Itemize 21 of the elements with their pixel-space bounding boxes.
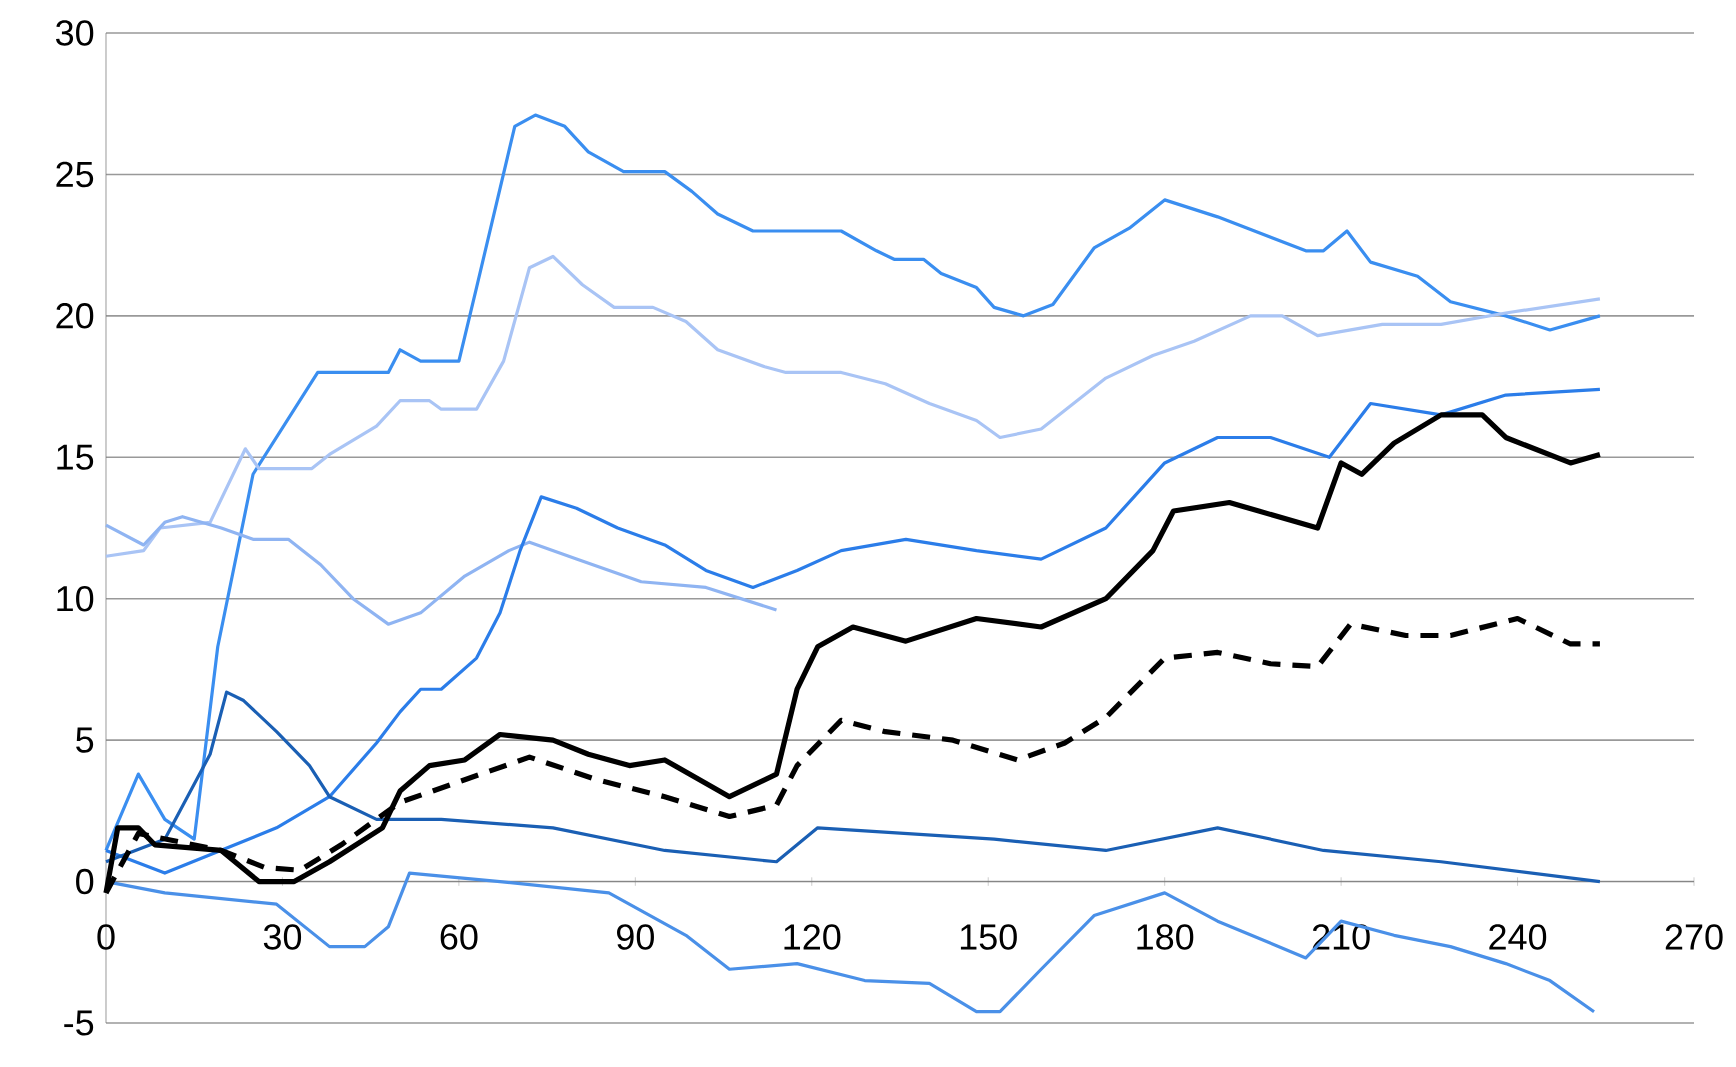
y-tick-label: 25 bbox=[56, 161, 94, 188]
line-series bbox=[104, 515, 779, 626]
x-tick-label: 30 bbox=[263, 924, 302, 950]
line-series bbox=[104, 690, 1602, 884]
y-tick-label: 5 bbox=[76, 727, 94, 753]
y-tick-label: 20 bbox=[56, 303, 94, 329]
y-tick-label: 30 bbox=[56, 20, 94, 46]
y-tick-label: 15 bbox=[57, 444, 94, 470]
x-tick-label: 120 bbox=[784, 924, 841, 950]
x-tick-label: 180 bbox=[1137, 924, 1194, 950]
y-tick-label: 0 bbox=[76, 868, 94, 895]
x-tick-label: 270 bbox=[1665, 924, 1723, 950]
y-tick-label: -5 bbox=[64, 1010, 94, 1036]
x-tick-label: 90 bbox=[617, 924, 654, 950]
y-tick-label: 10 bbox=[57, 585, 94, 612]
x-tick-label: 240 bbox=[1489, 924, 1547, 950]
line-series bbox=[104, 254, 1602, 558]
x-tick-label: 0 bbox=[97, 924, 115, 950]
x-tick-label: 150 bbox=[960, 924, 1017, 950]
line-series bbox=[104, 113, 1602, 853]
x-tick-label: 60 bbox=[440, 924, 478, 950]
